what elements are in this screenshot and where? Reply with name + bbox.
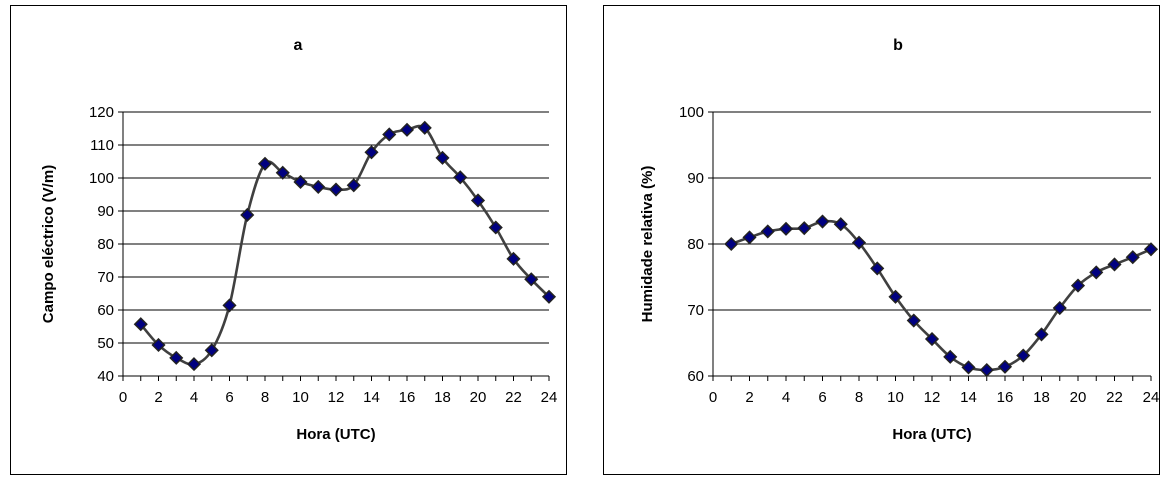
- chart-b-data-point: [1034, 327, 1049, 342]
- chart-a-data-point: [151, 337, 166, 353]
- chart-a-x-tick-label: 22: [505, 389, 522, 406]
- chart-a-x-tick-label: 10: [292, 389, 309, 406]
- chart-a-title: a: [294, 37, 303, 54]
- chart-a-data-point: [435, 150, 450, 165]
- chart-b-title: b: [893, 37, 903, 54]
- chart-a-x-tick-label: 6: [225, 389, 233, 406]
- chart-a-x-tick-label: 14: [363, 389, 380, 406]
- chart-b-x-tick-label: 8: [855, 389, 863, 406]
- chart-b-y-tick-label: 60: [687, 368, 704, 385]
- chart-a-y-tick-label: 50: [97, 335, 114, 352]
- chart-b-data-point: [1089, 265, 1104, 280]
- chart-b-data-point: [943, 349, 958, 364]
- chart-a-data-point: [364, 145, 379, 160]
- chart-b-x-tick-label: 0: [709, 389, 717, 406]
- chart-b-data-point: [870, 261, 885, 276]
- chart-panel-a: a 40 50 60 70 80 90 100 110 120 0 2 4 6 8 10 12 14 16 18 20 2…: [10, 5, 567, 475]
- chart-b-x-tick-label: 20: [1070, 389, 1087, 406]
- chart-b-data-point: [1052, 300, 1067, 316]
- chart-a-data-point: [328, 182, 344, 197]
- chart-b-x-tick-label: 10: [887, 389, 904, 406]
- chart-a-x-axis-title: Hora (UTC): [296, 426, 375, 443]
- chart-b-data-point: [797, 221, 812, 236]
- chart-b-data-point: [742, 230, 757, 245]
- chart-b-x-tick-label: 4: [782, 389, 790, 406]
- chart-a-x-tick-label: 12: [328, 389, 345, 406]
- chart-b-y-tick-label: 90: [687, 170, 704, 187]
- chart-a-y-tick-label: 70: [97, 269, 114, 286]
- chart-a-x-tick-label: 4: [190, 389, 198, 406]
- chart-a-data-point: [275, 165, 290, 180]
- chart-b-data-point: [888, 289, 903, 304]
- chart-a-data-point: [204, 343, 219, 358]
- chart-a-data-point: [311, 179, 326, 194]
- chart-a-x-tick-label: 8: [261, 389, 269, 406]
- chart-b-data-point: [1107, 257, 1122, 272]
- chart-b-x-tick-label: 6: [818, 389, 826, 406]
- chart-a-y-axis-title: Campo eléctrico (V/m): [40, 165, 57, 323]
- chart-a-data-point: [222, 298, 237, 313]
- chart-a-y-tick-label: 80: [97, 236, 114, 253]
- chart-b-x-tick-label: 16: [997, 389, 1014, 406]
- chart-a-x-tick-label: 18: [434, 389, 451, 406]
- chart-b-data-point: [815, 214, 830, 229]
- chart-b-data-point: [997, 359, 1013, 374]
- chart-a-y-tick-label: 40: [97, 368, 114, 385]
- chart-a-x-tick-label: 16: [399, 389, 416, 406]
- chart-b-x-tick-label: 12: [924, 389, 941, 406]
- chart-b-data-point: [906, 313, 921, 328]
- chart-b-data-point: [1070, 278, 1086, 293]
- chart-a-data-point: [293, 174, 308, 190]
- chart-a-data-point: [488, 220, 503, 235]
- chart-a-data-point: [541, 289, 557, 304]
- chart-a-data-point: [257, 156, 273, 171]
- chart-a-x-tick-label: 0: [119, 389, 127, 406]
- chart-a-y-tick-label: 90: [97, 203, 114, 220]
- chart-a-data-point: [382, 127, 397, 142]
- chart-a-data-point: [240, 207, 255, 223]
- chart-panel-b: b 60 70 80 90 100 0 2 4 6 8 10 12 14 16 18 20 22 24 Hora (U…: [603, 5, 1160, 475]
- chart-b-data-point: [778, 221, 794, 236]
- chart-b-y-axis-title: Humidade relativa (%): [639, 166, 656, 323]
- chart-b-x-tick-label: 24: [1143, 389, 1159, 406]
- chart-a-data-point: [399, 122, 415, 137]
- chart-a-data-point: [186, 357, 202, 372]
- chart-b-x-tick-label: 18: [1033, 389, 1050, 406]
- chart-b-data-point: [961, 360, 976, 375]
- chart-a-data-point: [453, 170, 468, 185]
- chart-a-data-point: [169, 350, 184, 365]
- chart-a-data-point: [470, 193, 486, 208]
- chart-b-data-point: [979, 362, 994, 378]
- chart-b-y-tick-label: 100: [679, 104, 704, 121]
- chart-b-data-point: [924, 331, 940, 347]
- chart-a-data-point: [417, 120, 432, 135]
- chart-a-data-point: [524, 272, 539, 287]
- chart-b-data-point: [1016, 348, 1031, 363]
- chart-a-x-tick-label: 20: [470, 389, 487, 406]
- chart-a-y-tick-label: 110: [90, 137, 114, 154]
- chart-a-data-point: [506, 251, 521, 266]
- chart-b-data-point: [851, 235, 867, 250]
- chart-a-y-tick-label: 100: [89, 170, 114, 187]
- chart-b-x-tick-label: 14: [960, 389, 977, 406]
- chart-b-x-tick-label: 22: [1106, 389, 1123, 406]
- chart-a-y-tick-label: 120: [89, 104, 114, 121]
- chart-b-data-point: [833, 217, 848, 232]
- chart-b-data-point: [760, 224, 775, 239]
- chart-b-y-tick-label: 80: [687, 236, 704, 253]
- chart-b-x-axis-title: Hora (UTC): [892, 426, 971, 443]
- chart-a-data-point: [133, 317, 148, 332]
- chart-a-series-line: [139, 124, 550, 366]
- chart-a-x-tick-label: 2: [154, 389, 162, 406]
- chart-a-data-point: [346, 178, 361, 193]
- chart-a-x-tick-label: 24: [541, 389, 558, 406]
- chart-b-y-tick-label: 70: [687, 302, 704, 319]
- chart-b-data-point: [724, 236, 739, 252]
- chart-b-data-point: [1143, 242, 1159, 257]
- chart-b-data-point: [1125, 250, 1140, 265]
- chart-a-y-tick-label: 60: [97, 302, 114, 319]
- chart-b-x-tick-label: 2: [745, 389, 753, 406]
